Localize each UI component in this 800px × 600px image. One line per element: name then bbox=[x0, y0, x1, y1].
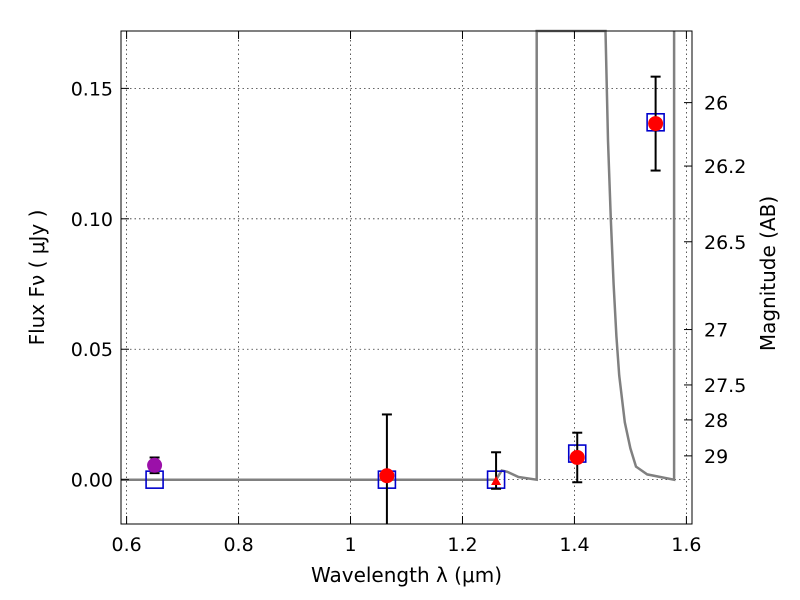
magnitude-tick-label: 27 bbox=[704, 320, 728, 342]
x-tick-label: 1.4 bbox=[559, 534, 589, 556]
y-tick-label: 0.00 bbox=[71, 470, 113, 492]
x-tick-label: 0.8 bbox=[223, 534, 253, 556]
observed-flux-triangle bbox=[491, 475, 502, 485]
plot-frame bbox=[120, 30, 693, 525]
magnitude-tick-label: 28 bbox=[704, 410, 728, 432]
y-tick-label: 0.05 bbox=[71, 339, 113, 361]
observed-flux-point bbox=[648, 116, 664, 132]
ticks-layer: 0.6 0.8 1 1.2 1.4 1.6 0.00 0.05 0.10 0.15 26 26.2 26… bbox=[71, 31, 746, 556]
x-tick-label: 1.2 bbox=[447, 534, 477, 556]
curve-layer bbox=[121, 29, 676, 482]
observed-flux-point bbox=[569, 449, 585, 465]
y-tick-label: 0.15 bbox=[71, 78, 113, 100]
x-tick-label: 1.6 bbox=[671, 534, 701, 556]
magnitude-tick-label: 26.5 bbox=[704, 232, 746, 254]
sed-model-curve bbox=[121, 29, 676, 482]
observed-flux-point bbox=[379, 468, 395, 484]
points-layer bbox=[145, 75, 665, 524]
magnitude-tick-label: 27.5 bbox=[704, 375, 746, 397]
observed-flux-point bbox=[147, 457, 163, 473]
magnitude-tick-label: 26 bbox=[704, 93, 728, 115]
magnitude-tick-label: 26.2 bbox=[704, 156, 746, 178]
x-tick-label: 0.6 bbox=[111, 534, 141, 556]
magnitude-tick-label: 29 bbox=[704, 446, 728, 468]
y-tick-label: 0.10 bbox=[71, 209, 113, 231]
magnitude-axis-label: Magnitude (AB) bbox=[756, 196, 780, 351]
x-tick-label: 1 bbox=[344, 534, 356, 556]
x-axis-label: Wavelength λ (μm) bbox=[311, 563, 502, 587]
y-axis-label: Flux Fν ( μJy ) bbox=[25, 210, 49, 346]
